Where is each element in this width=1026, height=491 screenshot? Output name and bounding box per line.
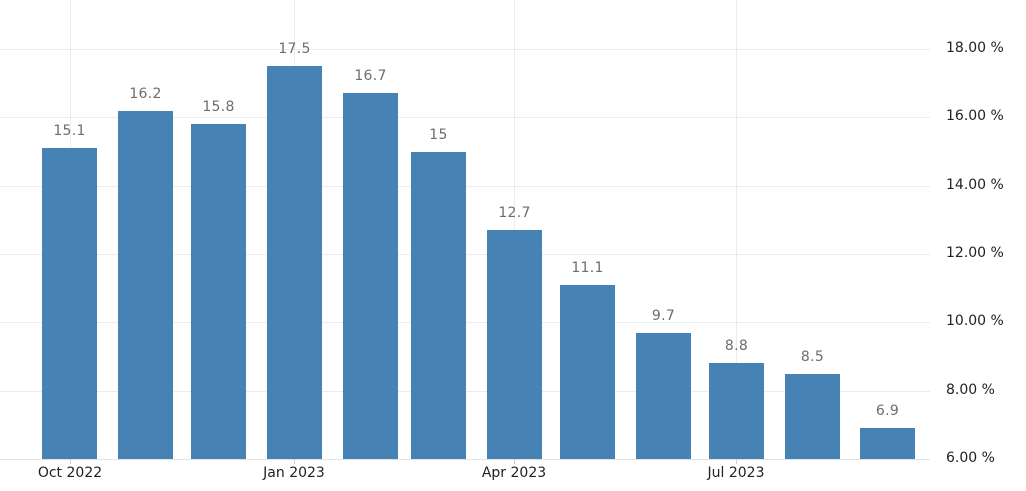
bar-value-label: 6.9 xyxy=(875,403,900,419)
bar-value-label: 8.8 xyxy=(724,338,749,354)
y-tick-label: 12.00 % xyxy=(946,245,1004,261)
bar-may-2023[interactable] xyxy=(636,333,691,459)
y-tick-label: 14.00 % xyxy=(946,177,1004,193)
bar-nov-2022[interactable] xyxy=(191,124,246,459)
x-tick-label: Apr 2023 xyxy=(481,465,547,481)
gridline-y-16 xyxy=(0,117,930,118)
bar-value-label: 11.1 xyxy=(571,260,604,276)
x-tick-label: Oct 2022 xyxy=(37,465,103,481)
x-tick-mark xyxy=(736,459,737,464)
bar-value-label: 15 xyxy=(429,127,448,143)
gridline-x xyxy=(514,0,515,459)
gridline-x xyxy=(736,0,737,459)
y-tick-label: 10.00 % xyxy=(946,313,1004,329)
bar-value-label: 8.5 xyxy=(800,349,825,365)
gridline-y-18 xyxy=(0,49,930,50)
bar-value-label: 17.5 xyxy=(278,41,311,57)
bar-value-label: 12.7 xyxy=(498,205,531,221)
bar-value-label: 15.8 xyxy=(202,99,235,115)
bar-apr-2023[interactable] xyxy=(560,285,615,459)
bar-sep-2022[interactable] xyxy=(42,148,97,459)
x-tick-mark xyxy=(294,459,295,464)
gridline-y-6 xyxy=(0,459,930,460)
bar-aug-2023[interactable] xyxy=(860,428,915,459)
bar-value-label: 9.7 xyxy=(651,308,676,324)
bar-value-label: 16.7 xyxy=(354,68,387,84)
x-tick-label: Jul 2023 xyxy=(707,465,765,481)
bar-feb-2023[interactable] xyxy=(411,152,466,459)
bar-oct-2022[interactable] xyxy=(118,111,173,459)
x-tick-mark xyxy=(70,459,71,464)
y-tick-label: 18.00 % xyxy=(946,40,1004,56)
x-tick-label: Jan 2023 xyxy=(263,465,325,481)
bar-value-label: 15.1 xyxy=(53,123,86,139)
bar-mar-2023[interactable] xyxy=(487,230,542,459)
bar-jan-2023[interactable] xyxy=(343,93,398,459)
x-tick-mark xyxy=(514,459,515,464)
bar-value-label: 16.2 xyxy=(129,86,162,102)
y-tick-label: 6.00 % xyxy=(946,450,995,466)
y-tick-label: 8.00 % xyxy=(946,382,995,398)
bar-jun-2023[interactable] xyxy=(709,363,764,459)
y-tick-label: 16.00 % xyxy=(946,108,1004,124)
bar-jul-2023[interactable] xyxy=(785,374,840,459)
bar-dec-2022[interactable] xyxy=(267,66,322,459)
